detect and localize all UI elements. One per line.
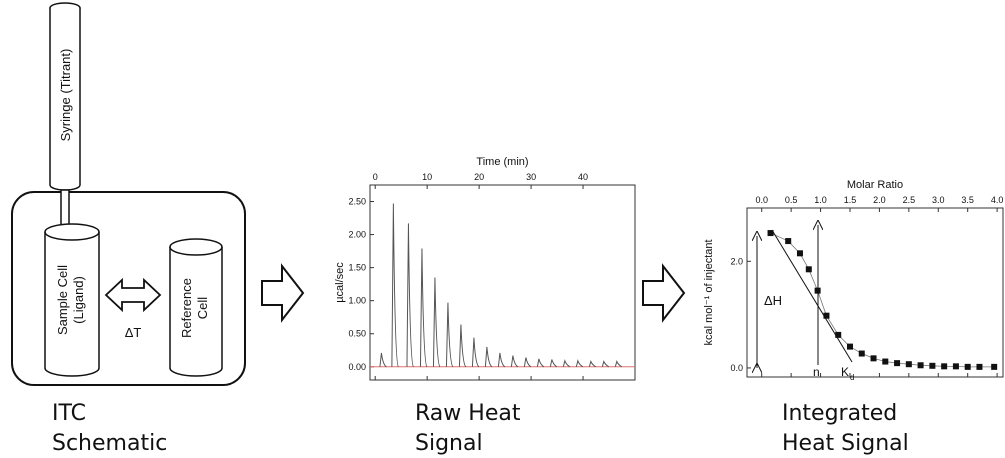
x-tick-label: 4.0 (991, 195, 1004, 205)
reference-cell: Reference Cell (169, 238, 223, 377)
x-tick-label: 1.0 (814, 195, 827, 205)
heat-peak (406, 223, 414, 368)
data-point (870, 355, 877, 362)
heat-peak (601, 360, 610, 368)
tangent-line (771, 229, 853, 363)
fit-line (770, 232, 995, 368)
heat-peak (445, 302, 454, 368)
heat-peak (562, 359, 571, 368)
caption: Signal (415, 431, 483, 456)
annotation: d (850, 373, 854, 382)
sample-cell-label: Sample Cell (55, 265, 70, 335)
x-tick-label: 0.0 (755, 195, 768, 205)
syringe: Syringe (Titrant) (49, 2, 81, 191)
x-tick-label: 2.0 (873, 195, 886, 205)
data-point (858, 350, 865, 357)
x-tick-label: 30 (526, 172, 536, 182)
data-point (767, 230, 774, 237)
caption: Heat Signal (782, 431, 909, 456)
caption: ITC (52, 401, 86, 426)
data-point (882, 358, 889, 365)
double-arrow (104, 277, 162, 313)
data-point (805, 266, 812, 273)
data-point (991, 363, 998, 370)
y-tick-label: 2.50 (348, 197, 366, 207)
x-axis-label: Time (min) (476, 156, 528, 168)
y-tick-label: 1.50 (348, 263, 366, 273)
x-tick-label: 3.5 (961, 195, 974, 205)
sample-cell-label: (Ligand) (71, 276, 86, 324)
y-tick-label: 0.50 (348, 329, 366, 339)
y-axis-label: kcal mol⁻¹ of injectant (703, 239, 715, 345)
y-tick-label: 0.0 (730, 363, 743, 373)
y-tick-label: 2.00 (348, 230, 366, 240)
heat-peak (484, 346, 493, 368)
heat-peak (379, 352, 387, 368)
y-tick-label: 1.00 (348, 296, 366, 306)
flow-arrow (261, 263, 305, 323)
heat-peak (614, 360, 623, 368)
reference-cell-label: Reference (179, 278, 194, 338)
data-point (929, 362, 936, 369)
heat-peak (419, 248, 428, 368)
annotation: n (813, 365, 820, 379)
heat-peak (497, 352, 506, 368)
plot-frame (369, 184, 636, 381)
instrument-body (11, 191, 246, 386)
data-point (823, 312, 830, 319)
y-tick-label: 0.00 (348, 362, 366, 372)
data-point (976, 363, 983, 370)
data-point (917, 362, 924, 369)
x-tick-label: 10 (422, 172, 432, 182)
data-point (785, 238, 792, 245)
y-axis-label: µcal/sec (334, 262, 346, 303)
data-point (846, 343, 853, 350)
syringe-label: Syringe (Titrant) (58, 49, 73, 142)
x-tick-label: 3.0 (932, 195, 945, 205)
heat-peak (510, 355, 519, 368)
x-tick-label: 1.5 (844, 195, 857, 205)
data-point (796, 250, 803, 257)
x-axis-label: Molar Ratio (847, 179, 903, 191)
plot-frame (746, 207, 1004, 378)
flow-arrow (642, 263, 686, 323)
annotation: K (841, 365, 849, 379)
caption: Raw Heat (415, 401, 521, 426)
heat-peak (588, 360, 597, 368)
heat-peak (458, 324, 467, 368)
heat-peak (536, 358, 545, 368)
data-point (952, 363, 959, 370)
heat-peak (575, 359, 584, 368)
x-tick-label: 2.5 (903, 195, 916, 205)
data-point (964, 363, 971, 370)
reference-cell-label: Cell (195, 297, 210, 320)
heat-peak (471, 337, 480, 368)
heat-peak (523, 357, 532, 368)
data-point (941, 363, 948, 370)
x-tick-label: 40 (578, 172, 588, 182)
data-point (894, 360, 901, 367)
heat-peak (432, 277, 441, 368)
sample-cell: Sample Cell (Ligand) (44, 223, 100, 377)
data-point (835, 331, 842, 338)
y-tick-label: 2.0 (730, 256, 743, 266)
heat-peak (549, 359, 558, 368)
x-tick-label: 0.5 (785, 195, 798, 205)
x-tick-label: 0 (373, 172, 378, 182)
x-tick-label: 20 (474, 172, 484, 182)
annotation: ΔH (764, 293, 782, 308)
caption: Schematic (52, 431, 167, 456)
data-point (905, 361, 912, 368)
heat-peak (391, 203, 399, 368)
caption: Integrated (782, 401, 897, 426)
delta-t-label: ΔT (125, 325, 142, 340)
